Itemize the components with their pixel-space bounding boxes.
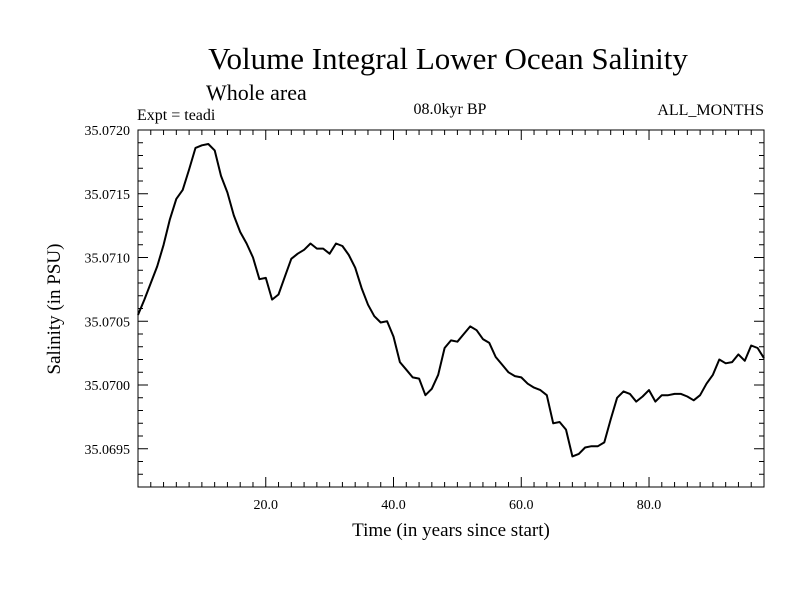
x-tick-label: 20.0 <box>254 498 279 513</box>
chart-subtitle: Whole area <box>206 80 307 105</box>
y-tick-label: 35.0710 <box>85 252 131 267</box>
y-axis-label: Salinity (in PSU) <box>44 244 65 375</box>
tick-labels: 20.0 40.0 60.0 80.0 35.0695 35.0700 35.0705 35.… <box>85 124 662 513</box>
x-tick-label: 60.0 <box>509 498 534 513</box>
y-tick-label: 35.0695 <box>85 443 131 458</box>
salinity-series-line <box>137 143 765 458</box>
x-tick-label: 80.0 <box>637 498 662 513</box>
y-tick-label: 35.0720 <box>85 124 131 139</box>
plot-frame <box>137 129 765 488</box>
y-tick-label: 35.0700 <box>85 379 131 394</box>
x-axis-label: Time (in years since start) <box>352 520 550 541</box>
axis-ticks <box>138 130 764 487</box>
experiment-label: Expt = teadi <box>137 107 216 124</box>
period-label: 08.0kyr BP <box>414 101 487 118</box>
x-tick-label: 40.0 <box>381 498 406 513</box>
y-tick-label: 35.0705 <box>85 315 131 330</box>
y-tick-label: 35.0715 <box>85 188 131 203</box>
chart-title: Volume Integral Lower Ocean Salinity <box>208 41 688 76</box>
months-label: ALL_MONTHS <box>657 102 764 119</box>
